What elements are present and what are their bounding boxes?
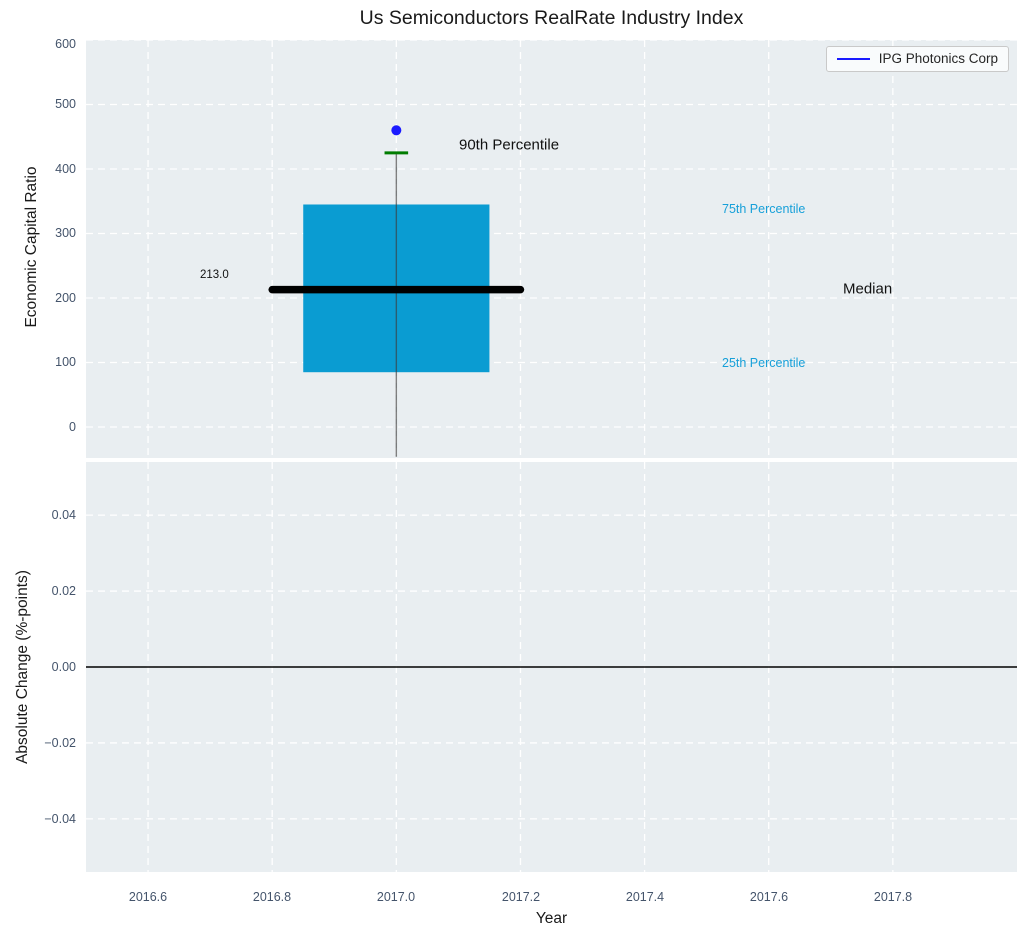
x-axis-label: Year <box>535 910 568 927</box>
chart-title: Us Semiconductors RealRate Industry Inde… <box>359 7 744 29</box>
annotation-25th-percentile: 25th Percentile <box>722 356 806 370</box>
annotation-median-value: 213.0 <box>200 269 229 281</box>
bottom-ytick-m004: −0.04 <box>44 812 76 826</box>
top-ytick-500: 500 <box>55 97 76 111</box>
bottom-ytick-000: 0.00 <box>51 660 76 674</box>
bottom-axes <box>86 462 1017 872</box>
annotation-90th-percentile: 90th Percentile <box>459 136 560 154</box>
xtick-2017-0: 2017.0 <box>376 890 416 904</box>
xtick-2017-4: 2017.4 <box>625 890 665 904</box>
top-ytick-100: 100 <box>55 355 76 369</box>
top-ytick-600: 600 <box>55 37 76 51</box>
annotation-75th-percentile: 75th Percentile <box>722 202 806 216</box>
bottom-ytick-002: 0.02 <box>51 584 76 598</box>
top-ytick-0: 0 <box>69 420 76 434</box>
bottom-plot-canvas <box>86 462 1017 872</box>
annotation-median: Median <box>843 280 893 298</box>
top-plot-canvas <box>86 40 1017 458</box>
top-axes: IPG Photonics Corp 90th Percentile 75th … <box>86 40 1017 458</box>
xtick-2017-8: 2017.8 <box>873 890 913 904</box>
xtick-2017-2: 2017.2 <box>501 890 541 904</box>
legend-line-sample <box>836 57 870 60</box>
xtick-2016-8: 2016.8 <box>252 890 292 904</box>
bottom-ytick-m002: −0.02 <box>44 736 76 750</box>
top-ytick-200: 200 <box>55 291 76 305</box>
top-ytick-400: 400 <box>55 162 76 176</box>
xtick-2017-6: 2017.6 <box>749 890 789 904</box>
legend: IPG Photonics Corp <box>825 46 1009 72</box>
top-ytick-300: 300 <box>55 226 76 240</box>
xtick-2016-6: 2016.6 <box>128 890 168 904</box>
legend-label: IPG Photonics Corp <box>878 51 998 66</box>
bottom-ytick-004: 0.04 <box>51 508 76 522</box>
